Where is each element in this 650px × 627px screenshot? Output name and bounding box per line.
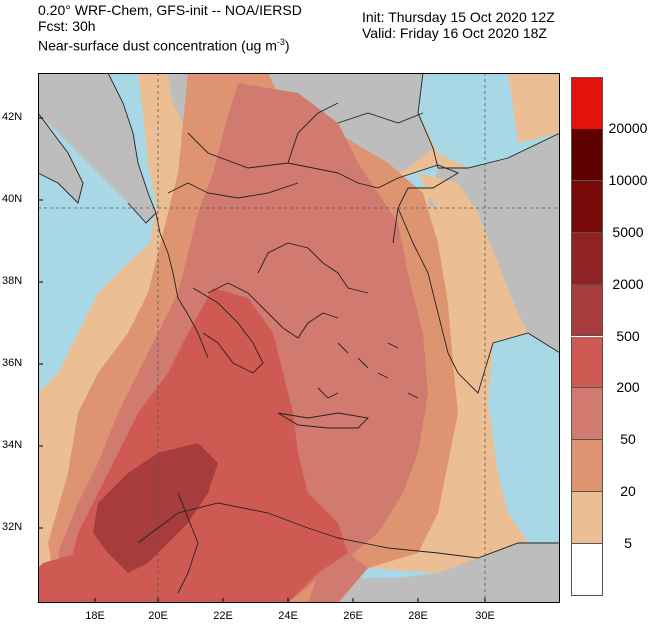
colorbar-level-label: 10000 — [608, 171, 648, 188]
lon-label: 26E — [343, 610, 363, 622]
lat-label: 38N — [2, 275, 23, 287]
plot-header-left: 0.20° WRF-Chem, GFS-init -- NOA/IERSD Fc… — [38, 2, 302, 54]
colorbar-level-label: 5 — [624, 535, 632, 552]
colorbar-swatch — [571, 284, 603, 337]
colorbar-level-label: 5000 — [612, 223, 644, 240]
lat-label: 42N — [2, 111, 23, 123]
lon-label: 22E — [213, 610, 233, 622]
colorbar-swatch — [571, 492, 603, 545]
colorbar-level-label: 20000 — [608, 119, 648, 136]
init-time: Init: Thursday 15 Oct 2020 12Z — [362, 9, 555, 25]
colorbar-swatch — [571, 77, 603, 130]
variable-title: Near-surface dust concentration (ug m-3) — [38, 37, 290, 54]
colorbar-level-label: 500 — [616, 327, 640, 344]
valid-time: Valid: Friday 16 Oct 2020 18Z — [362, 25, 547, 41]
colorbar-swatch — [571, 180, 603, 233]
lon-label: 18E — [85, 610, 105, 622]
colorbar-level-label: 50 — [620, 431, 636, 448]
plot-header-right: Init: Thursday 15 Oct 2020 12Z Valid: Fr… — [362, 9, 555, 41]
colorbar — [571, 77, 603, 596]
lon-label: 30E — [475, 610, 495, 622]
dust-concentration-map — [38, 73, 560, 603]
lon-label: 20E — [148, 610, 168, 622]
model-title: 0.20° WRF-Chem, GFS-init -- NOA/IERSD — [38, 2, 302, 18]
colorbar-swatch — [571, 232, 603, 285]
lat-label: 36N — [2, 357, 23, 369]
lon-label: 28E — [408, 610, 428, 622]
colorbar-level-label: 200 — [616, 379, 640, 396]
colorbar-level-label: 2000 — [612, 275, 644, 292]
lat-label: 34N — [2, 439, 23, 451]
lon-label: 24E — [278, 610, 298, 622]
colorbar-level-label: 20 — [620, 483, 636, 500]
colorbar-swatch — [571, 336, 603, 389]
colorbar-swatch — [571, 544, 603, 596]
colorbar-swatch — [571, 388, 603, 441]
lat-label: 32N — [2, 521, 23, 533]
colorbar-swatch — [571, 128, 603, 181]
colorbar-swatch — [571, 440, 603, 493]
forecast-hour: Fcst: 30h — [38, 18, 96, 34]
lat-label: 40N — [2, 193, 23, 205]
